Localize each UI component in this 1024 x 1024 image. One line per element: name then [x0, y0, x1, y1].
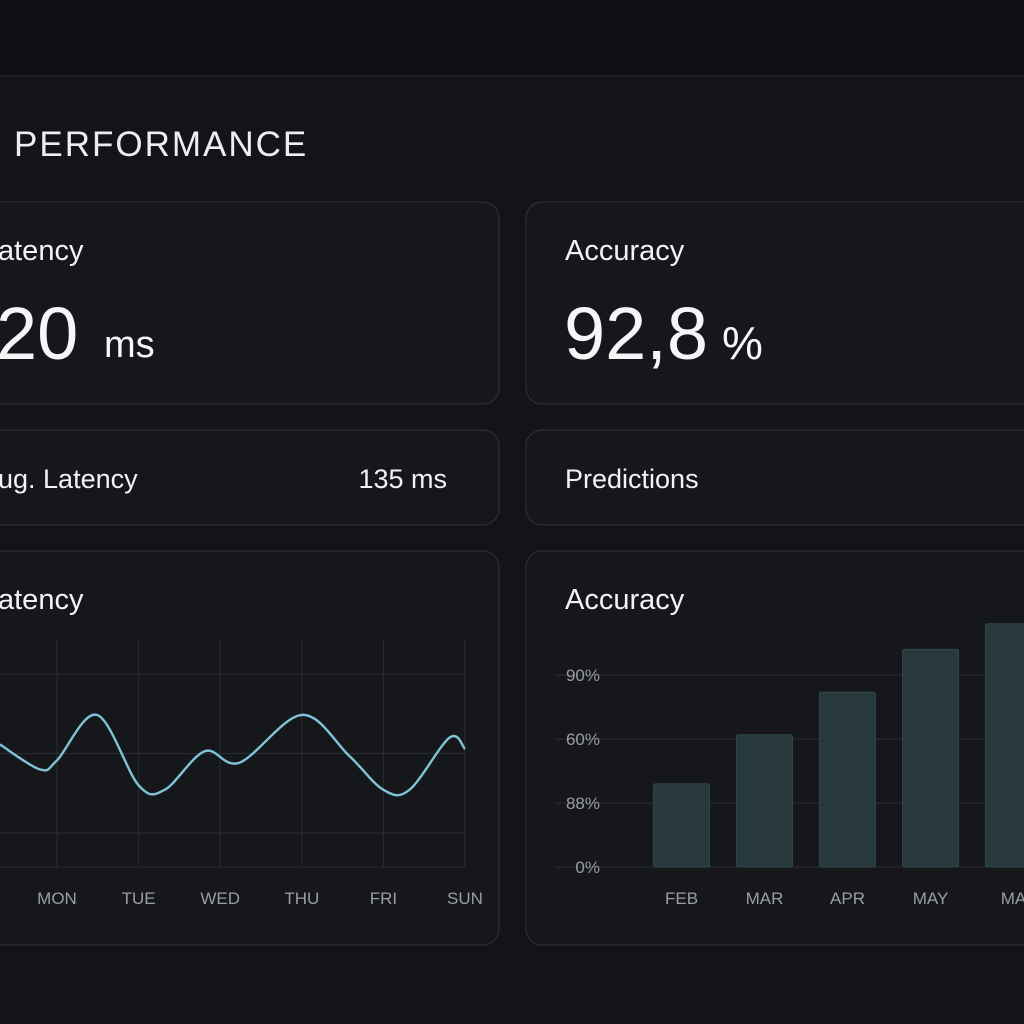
- card-value: 20: [0, 292, 78, 375]
- y-tick-label: 60%: [566, 730, 600, 749]
- card-value: 135 ms: [358, 464, 447, 494]
- y-tick-label: 90%: [566, 666, 600, 685]
- x-tick-label: WED: [200, 889, 240, 908]
- x-tick-label: MON: [37, 889, 77, 908]
- card-unit: %: [722, 317, 763, 369]
- x-tick-label: MAY: [913, 889, 949, 908]
- y-tick-label: 88%: [566, 794, 600, 813]
- x-tick-label: MAR: [746, 889, 784, 908]
- card-label: Predictions: [565, 464, 699, 494]
- latency-chart-card: [0, 550, 500, 946]
- accuracy-card: [525, 201, 1024, 405]
- bar: [819, 691, 876, 868]
- x-tick-label: FEB: [665, 889, 698, 908]
- x-tick-label: APR: [830, 889, 865, 908]
- x-tick-label: SUN: [447, 889, 483, 908]
- x-tick-label: FRI: [370, 889, 397, 908]
- bar: [985, 623, 1024, 868]
- page-title: PERFORMANCE: [14, 125, 308, 164]
- chart-title: atency: [0, 584, 84, 616]
- bar: [653, 783, 710, 868]
- bar: [736, 734, 793, 868]
- card-unit: ms: [104, 324, 155, 366]
- card-label: atency: [0, 235, 84, 267]
- predictions-card: [525, 429, 1024, 526]
- x-tick-label: THU: [284, 889, 319, 908]
- avg-latency-card: [0, 429, 500, 526]
- y-tick-label: 0%: [575, 858, 600, 877]
- latency-card: [0, 201, 500, 405]
- chart-title: Accuracy: [565, 584, 685, 616]
- card-label: Accuracy: [565, 235, 685, 267]
- x-tick-label: TUE: [122, 889, 156, 908]
- card-label: ug. Latency: [0, 464, 138, 494]
- card-value: 92,8: [564, 292, 708, 375]
- top-bar: [0, 0, 1024, 76]
- bar: [902, 648, 959, 868]
- line-series: [0, 713, 466, 797]
- x-tick-label: MA: [1001, 889, 1024, 908]
